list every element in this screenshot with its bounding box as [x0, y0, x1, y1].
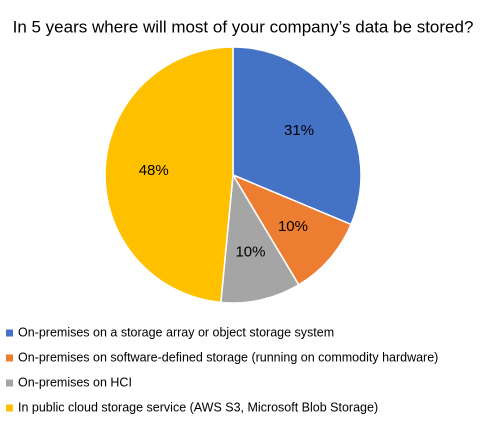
data-label: 31% [284, 122, 314, 139]
data-label: 10% [278, 218, 308, 235]
chart-title: In 5 years where will most of your compa… [13, 17, 474, 36]
legend-label: In public cloud storage service (AWS S3,… [18, 400, 378, 414]
legend-label: On-premises on software-defined storage … [18, 350, 438, 364]
legend-label: On-premises on HCI [18, 375, 132, 389]
pie-slice [232, 46, 362, 226]
legend-swatch [6, 329, 13, 337]
pie-slice [104, 46, 234, 304]
pie-slice [231, 173, 353, 286]
data-label: 10% [235, 243, 265, 260]
legend-swatch [6, 354, 13, 362]
legend-label: On-premises on a storage array or object… [18, 325, 334, 339]
data-label: 48% [139, 162, 169, 179]
legend-swatch [6, 379, 13, 387]
legend-swatch [6, 404, 13, 412]
pie-slice [220, 172, 300, 304]
